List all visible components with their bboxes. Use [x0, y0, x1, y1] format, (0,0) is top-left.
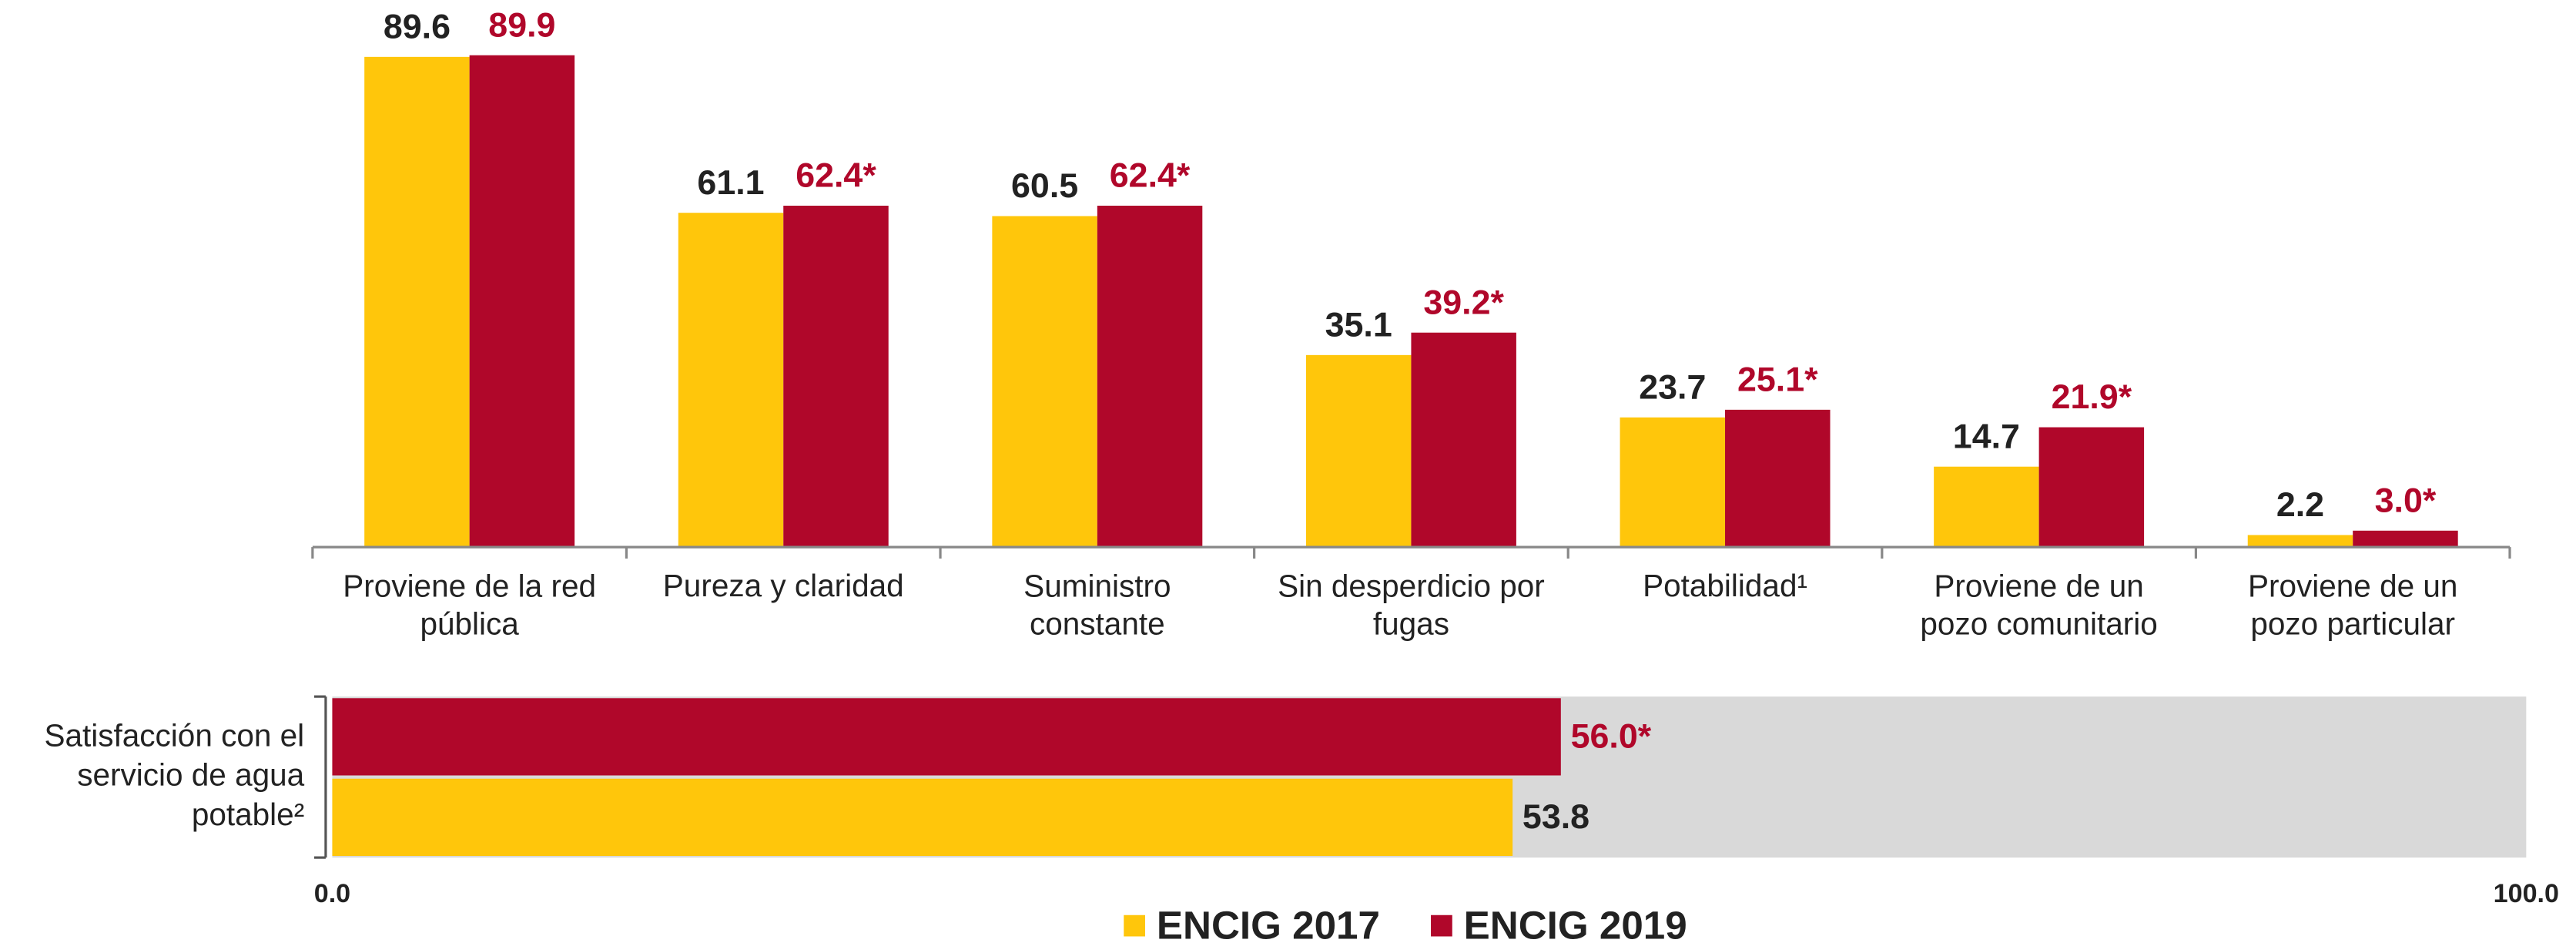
legend-label: ENCIG 2019 [1464, 903, 1687, 943]
value-label: 60.5 [1011, 166, 1078, 205]
x-tick-label: Potabilidad¹ [1643, 568, 1807, 603]
value-label: 35.1 [1325, 305, 1392, 344]
value-label: 56.0* [1571, 716, 1652, 755]
value-label: 89.9 [488, 5, 555, 44]
value-label: 89.6 [384, 7, 451, 45]
legend-label: ENCIG 2017 [1157, 903, 1380, 943]
y-tick-label: Satisfacción con el servicio de agua potab… [45, 717, 305, 831]
bar [992, 216, 1097, 548]
bar [1305, 354, 1412, 548]
x-tick-label: Proviene de un pozo comunitario [1920, 568, 2157, 641]
bar [2038, 427, 2145, 548]
x-tick-label: Sin desperdicio por fugas [1278, 568, 1545, 641]
value-label: 62.4* [796, 156, 876, 195]
x-tick-label: 0.0 [314, 879, 350, 908]
bar [1097, 205, 1203, 548]
bar [783, 205, 889, 548]
legend-swatch [1431, 914, 1452, 937]
bar [2247, 535, 2353, 548]
bar [678, 213, 784, 548]
bar [469, 55, 575, 548]
bar [2353, 530, 2458, 548]
value-label: 21.9* [2052, 378, 2132, 416]
value-label: 23.7 [1639, 367, 1706, 406]
value-label: 62.4* [1110, 156, 1191, 195]
bar [1620, 417, 1726, 548]
value-label: 3.0* [2375, 481, 2437, 519]
value-label: 2.2 [2276, 485, 2324, 524]
bar [332, 778, 1513, 856]
value-label: 25.1* [1737, 360, 1818, 398]
x-tick-label: Proviene de un pozo particular [2248, 568, 2457, 641]
bar [364, 56, 470, 548]
value-label: 39.2* [1423, 283, 1504, 321]
x-tick-label: Pureza y claridad [663, 568, 904, 603]
value-label: 53.8 [1522, 797, 1589, 836]
bar [1725, 409, 1831, 548]
bar [1934, 466, 2039, 548]
bar [1411, 332, 1516, 548]
x-tick-label: Proviene de la red pública [343, 568, 596, 641]
x-tick-label: Suministro constante [1023, 568, 1171, 641]
value-label: 14.7 [1953, 417, 2020, 455]
value-label: 61.1 [697, 163, 764, 202]
legend-swatch [1124, 914, 1145, 937]
bar [332, 698, 1561, 776]
x-tick-label: 100.0 [2494, 879, 2559, 908]
